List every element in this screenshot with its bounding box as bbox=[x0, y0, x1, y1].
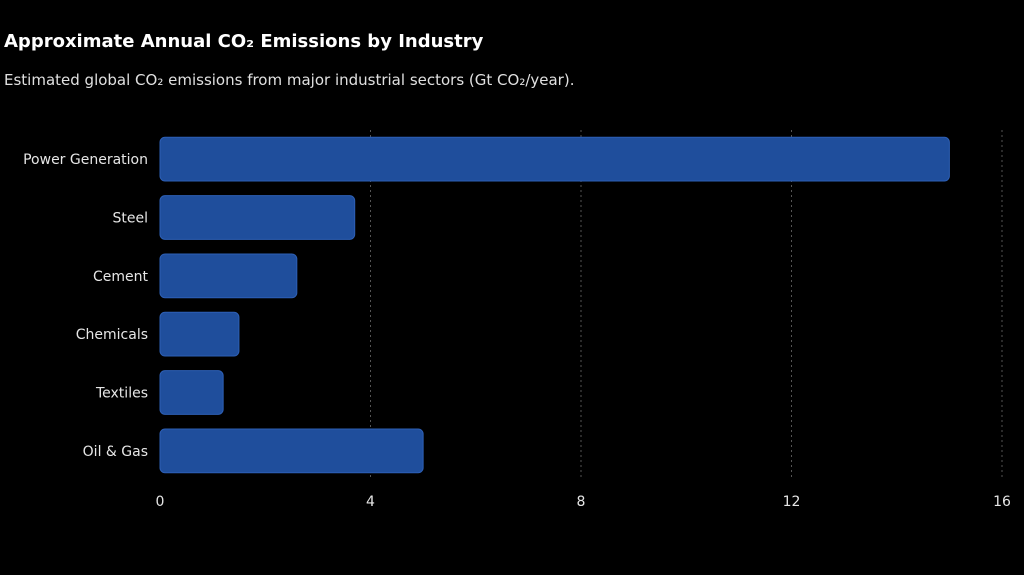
category-label: Cement bbox=[93, 269, 149, 285]
x-tick-label: 0 bbox=[156, 494, 165, 510]
chart-title: Approximate Annual CO₂ Emissions by Indu… bbox=[4, 31, 484, 52]
category-label: Power Generation bbox=[23, 152, 148, 168]
category-label: Chemicals bbox=[76, 327, 148, 343]
category-label: Steel bbox=[113, 211, 149, 227]
bars bbox=[159, 136, 950, 474]
x-tick-label: 16 bbox=[993, 494, 1011, 510]
bar bbox=[159, 136, 950, 182]
grid-lines bbox=[370, 130, 1003, 480]
bar bbox=[159, 311, 240, 357]
bar bbox=[159, 253, 298, 299]
bar bbox=[159, 370, 224, 415]
bar bbox=[159, 195, 356, 240]
chart-subtitle: Estimated global CO₂ emissions from majo… bbox=[4, 71, 575, 89]
bar bbox=[159, 428, 424, 474]
category-label: Textiles bbox=[95, 386, 148, 402]
category-label: Oil & Gas bbox=[83, 444, 148, 460]
x-tick-label: 8 bbox=[577, 494, 586, 510]
category-labels: Power Generation Steel Cement Chemicals Text… bbox=[23, 152, 148, 460]
x-tick-label: 4 bbox=[366, 494, 375, 510]
x-tick-label: 12 bbox=[783, 494, 801, 510]
x-tick-labels: 0 4 8 12 16 bbox=[156, 494, 1011, 510]
